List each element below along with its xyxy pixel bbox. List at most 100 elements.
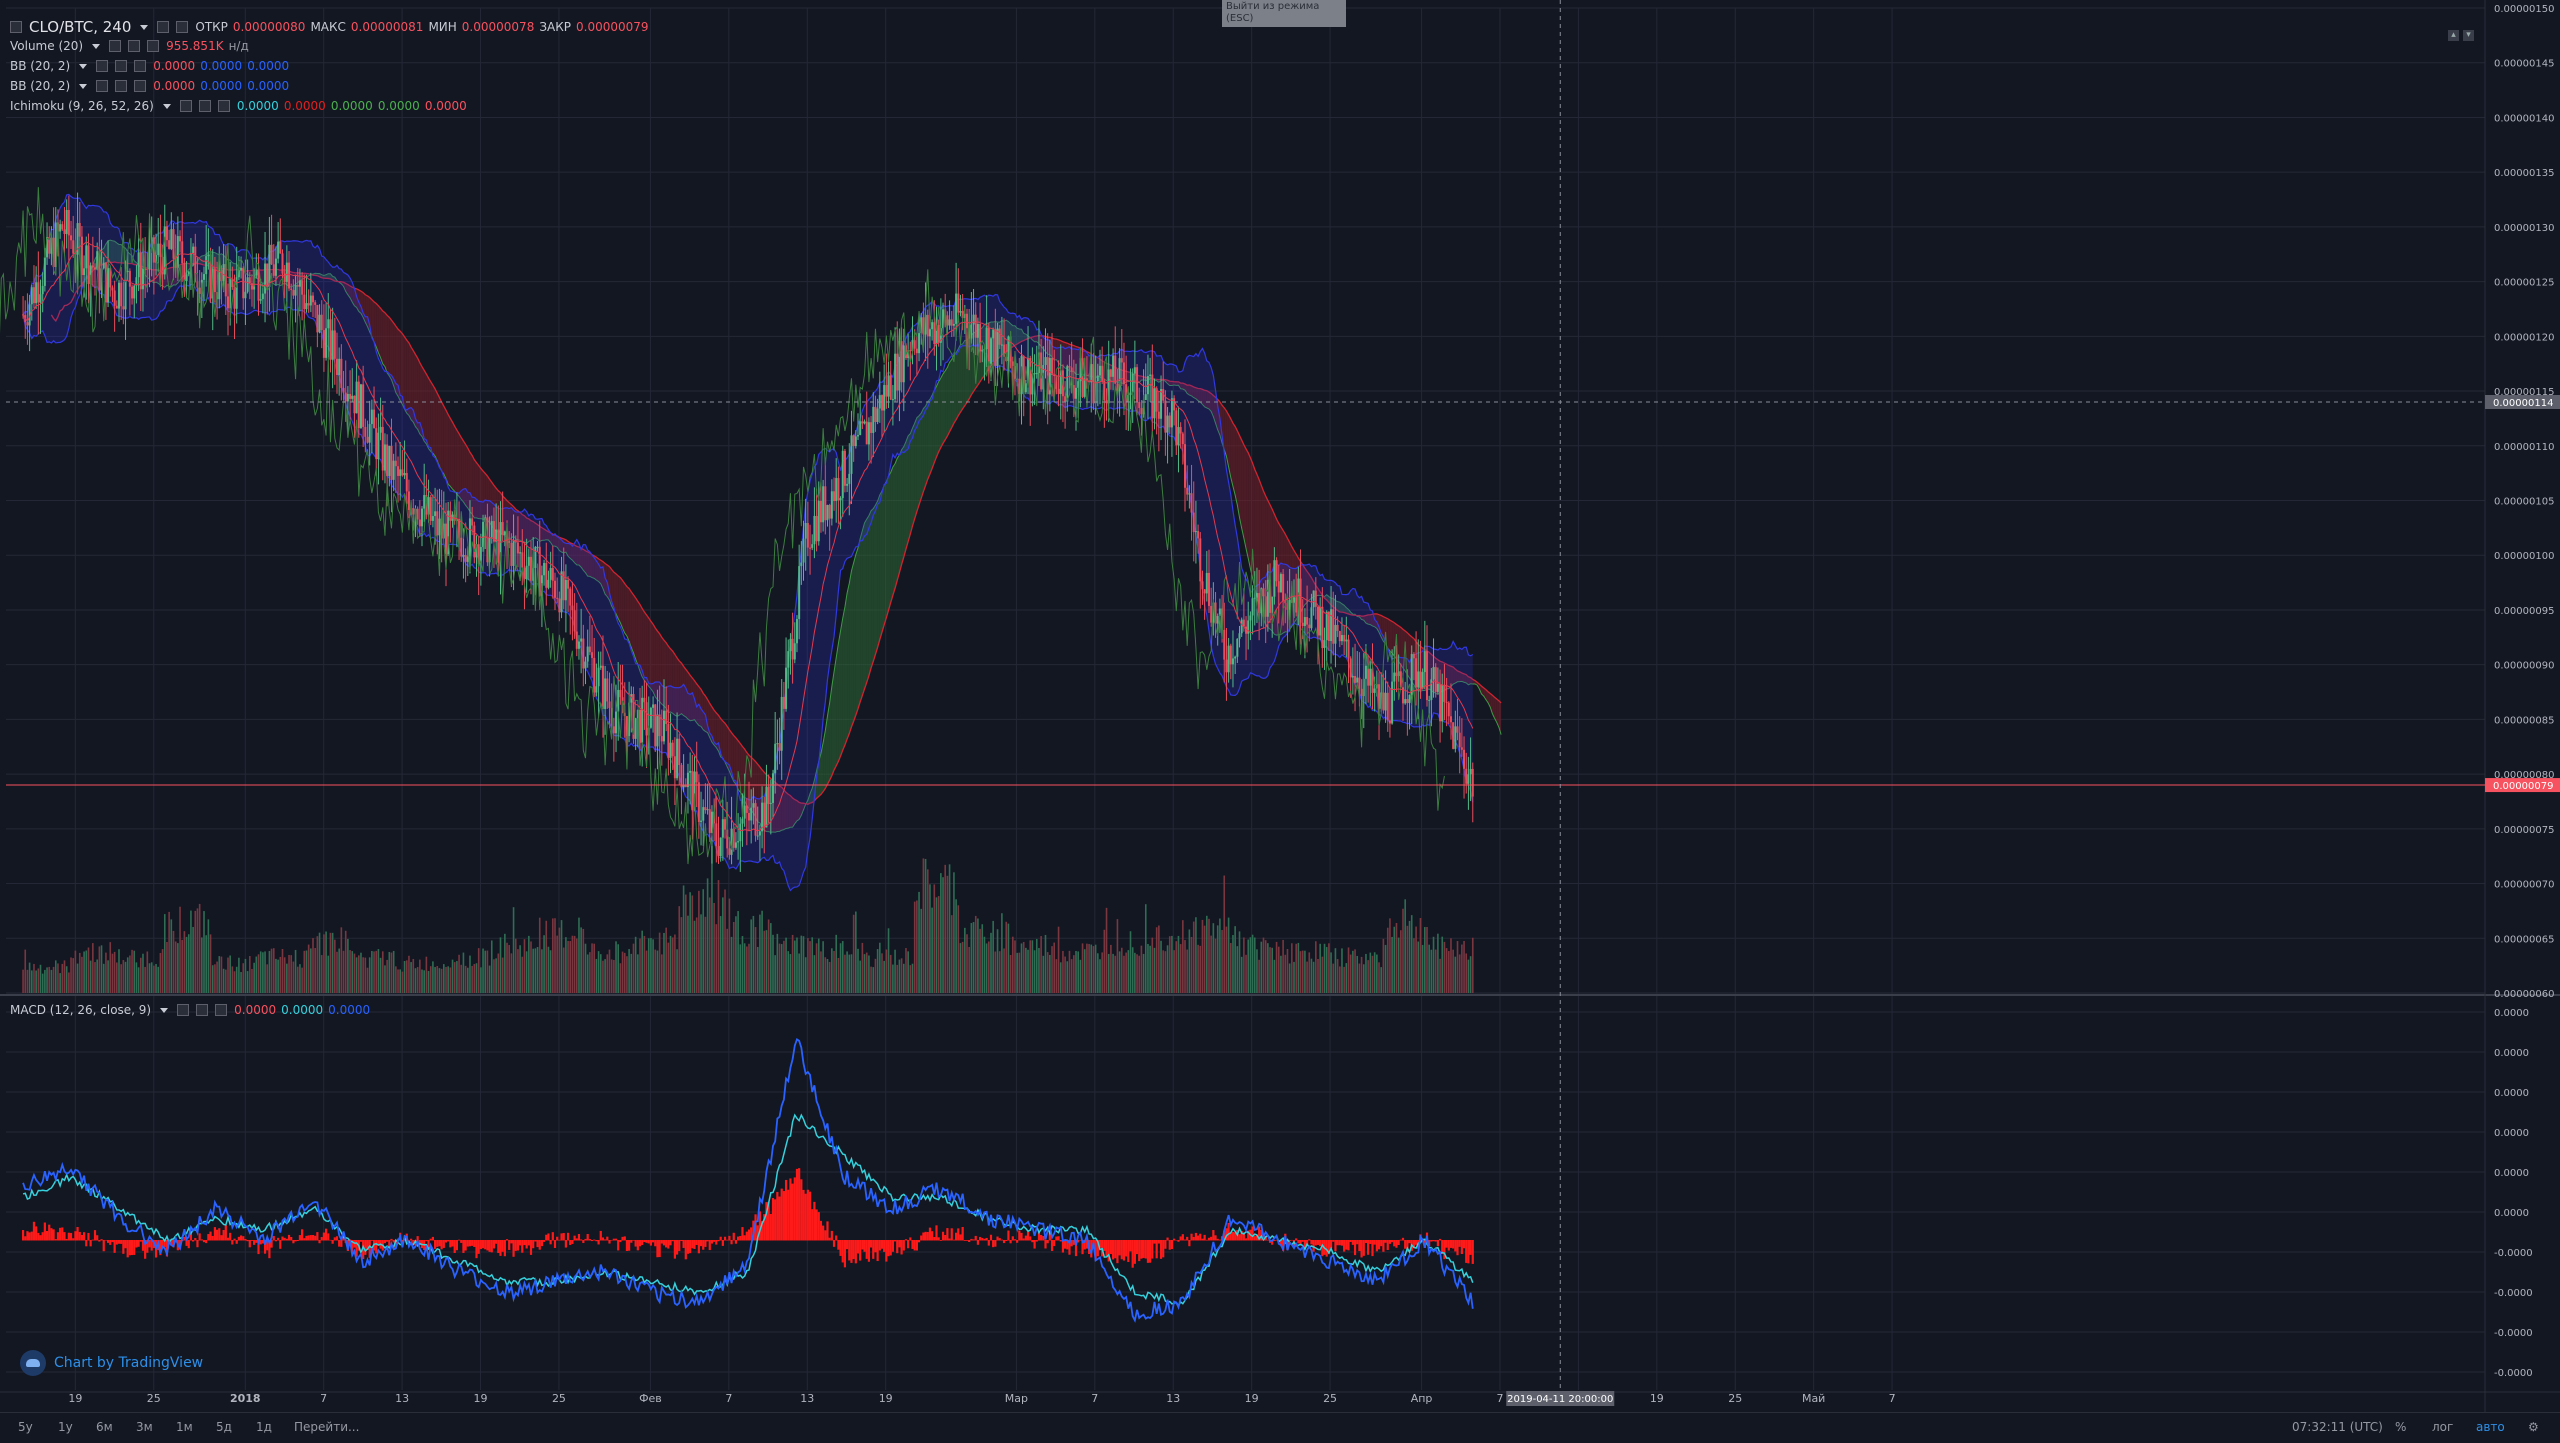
macd-histogram-bar — [905, 1239, 907, 1240]
settings-icon[interactable] — [177, 1004, 189, 1016]
volume-bar — [83, 951, 85, 993]
ichimoku-legend[interactable]: Ichimoku (9, 26, 52, 26) 0.0000 0.0000 0… — [10, 99, 467, 113]
volume-bar — [432, 961, 434, 993]
percent-toggle[interactable]: % — [2395, 1420, 2406, 1434]
volume-bar — [42, 974, 44, 993]
macd-y-tick-label: 0.0000 — [2494, 1008, 2529, 1019]
candle-body — [247, 277, 249, 292]
chevron-down-icon[interactable]: ▾ — [2463, 30, 2474, 41]
range-3m[interactable]: 3м — [136, 1420, 153, 1434]
hide-icon[interactable] — [115, 60, 127, 72]
caret-down-icon[interactable] — [163, 104, 171, 109]
close-icon[interactable] — [134, 60, 146, 72]
log-toggle[interactable]: лог — [2432, 1420, 2453, 1434]
candle-body — [436, 511, 438, 535]
macd-histogram-bar — [691, 1240, 693, 1248]
settings-icon[interactable] — [96, 60, 108, 72]
volume-label[interactable]: Volume (20) — [10, 39, 83, 53]
candle-body — [1273, 560, 1275, 597]
volume-bar — [559, 928, 561, 993]
macd-histogram-bar — [445, 1240, 447, 1243]
bb2-label[interactable]: BB (20, 2) — [10, 79, 70, 93]
settings-icon[interactable] — [96, 80, 108, 92]
brand-text[interactable]: Chart by TradingView — [54, 1355, 203, 1371]
macd-histogram-bar — [656, 1240, 658, 1257]
settings-icon[interactable] — [109, 40, 121, 52]
ichimoku-label[interactable]: Ichimoku (9, 26, 52, 26) — [10, 99, 154, 113]
macd-label[interactable]: MACD (12, 26, close, 9) — [10, 1003, 151, 1017]
close-icon[interactable] — [147, 40, 159, 52]
macd-histogram-bar — [1055, 1237, 1057, 1241]
macd-histogram-bar — [680, 1240, 682, 1241]
volume-bar — [184, 931, 186, 993]
close-icon[interactable] — [218, 100, 230, 112]
bb1-legend[interactable]: BB (20, 2) 0.0000 0.0000 0.0000 — [10, 59, 289, 73]
close-icon[interactable] — [134, 80, 146, 92]
hide-icon[interactable] — [176, 21, 188, 33]
tradingview-brand[interactable]: Chart by TradingView — [20, 1350, 203, 1376]
volume-bar — [1025, 948, 1027, 993]
range-1m[interactable]: 1м — [176, 1420, 193, 1434]
settings-icon[interactable] — [157, 21, 169, 33]
utc-clock[interactable]: 07:32:11 (UTC) — [2292, 1420, 2383, 1434]
volume-bar — [1206, 916, 1208, 993]
cloud-segment — [910, 428, 912, 534]
range-6m[interactable]: 6м — [96, 1420, 113, 1434]
macd-histogram-bar — [778, 1197, 780, 1241]
macd-histogram-bar — [918, 1240, 920, 1242]
volume-legend[interactable]: Volume (20) 955.851K н/д — [10, 39, 249, 53]
volume-bar — [38, 968, 40, 993]
volume-bar — [1032, 940, 1034, 993]
collapse-icon[interactable] — [10, 21, 22, 33]
range-5d[interactable]: 5д — [216, 1420, 232, 1434]
auto-toggle[interactable]: авто — [2476, 1420, 2505, 1434]
candle-body — [1171, 398, 1173, 427]
volume-bar — [140, 958, 142, 993]
bb1-label[interactable]: BB (20, 2) — [10, 59, 70, 73]
macd-histogram-bar — [312, 1235, 314, 1240]
candle-body — [260, 299, 262, 301]
goto-date-button[interactable]: Перейти... — [294, 1420, 359, 1434]
macd-histogram-bar — [748, 1230, 750, 1241]
candle-body — [1450, 716, 1452, 722]
caret-down-icon[interactable] — [92, 44, 100, 49]
caret-down-icon[interactable] — [160, 1008, 168, 1013]
symbol-title[interactable]: CLO/BTC, 240 — [29, 18, 131, 36]
macd-histogram-bar — [515, 1240, 517, 1251]
exit-fullscreen-banner[interactable]: Выйти из режима (ESC) — [1222, 0, 1346, 27]
candle-body — [1419, 671, 1421, 688]
candle-body — [367, 437, 369, 443]
candle-body — [321, 315, 323, 330]
macd-legend[interactable]: MACD (12, 26, close, 9) 0.0000 0.0000 0.… — [10, 1003, 370, 1017]
volume-bar — [502, 958, 504, 993]
macd-histogram-bar — [659, 1240, 661, 1257]
hide-icon[interactable] — [199, 100, 211, 112]
chevron-up-icon[interactable]: ▴ — [2448, 30, 2459, 41]
volume-bar — [722, 897, 724, 993]
hide-icon[interactable] — [115, 80, 127, 92]
pane-controls[interactable]: ▴ ▾ — [2448, 30, 2474, 41]
hide-icon[interactable] — [128, 40, 140, 52]
macd-histogram-bar — [148, 1240, 150, 1247]
caret-down-icon[interactable] — [79, 84, 87, 89]
settings-icon[interactable] — [180, 100, 192, 112]
macd-histogram-bar — [124, 1240, 126, 1248]
bb2-legend[interactable]: BB (20, 2) 0.0000 0.0000 0.0000 — [10, 79, 289, 93]
caret-down-icon[interactable] — [79, 64, 87, 69]
hide-icon[interactable] — [196, 1004, 208, 1016]
caret-down-icon[interactable] — [140, 25, 148, 30]
volume-bar — [208, 919, 210, 993]
range-1d[interactable]: 1д — [256, 1420, 272, 1434]
macd-histogram-bar — [907, 1240, 909, 1248]
volume-bar — [1465, 953, 1467, 993]
range-1y[interactable]: 1y — [58, 1420, 73, 1434]
range-5y[interactable]: 5y — [18, 1420, 33, 1434]
volume-bar — [831, 948, 833, 993]
close-icon[interactable] — [215, 1004, 227, 1016]
volume-bar — [1431, 950, 1433, 993]
candle-body — [1175, 410, 1177, 445]
settings-gear-icon[interactable]: ⚙ — [2528, 1420, 2539, 1434]
